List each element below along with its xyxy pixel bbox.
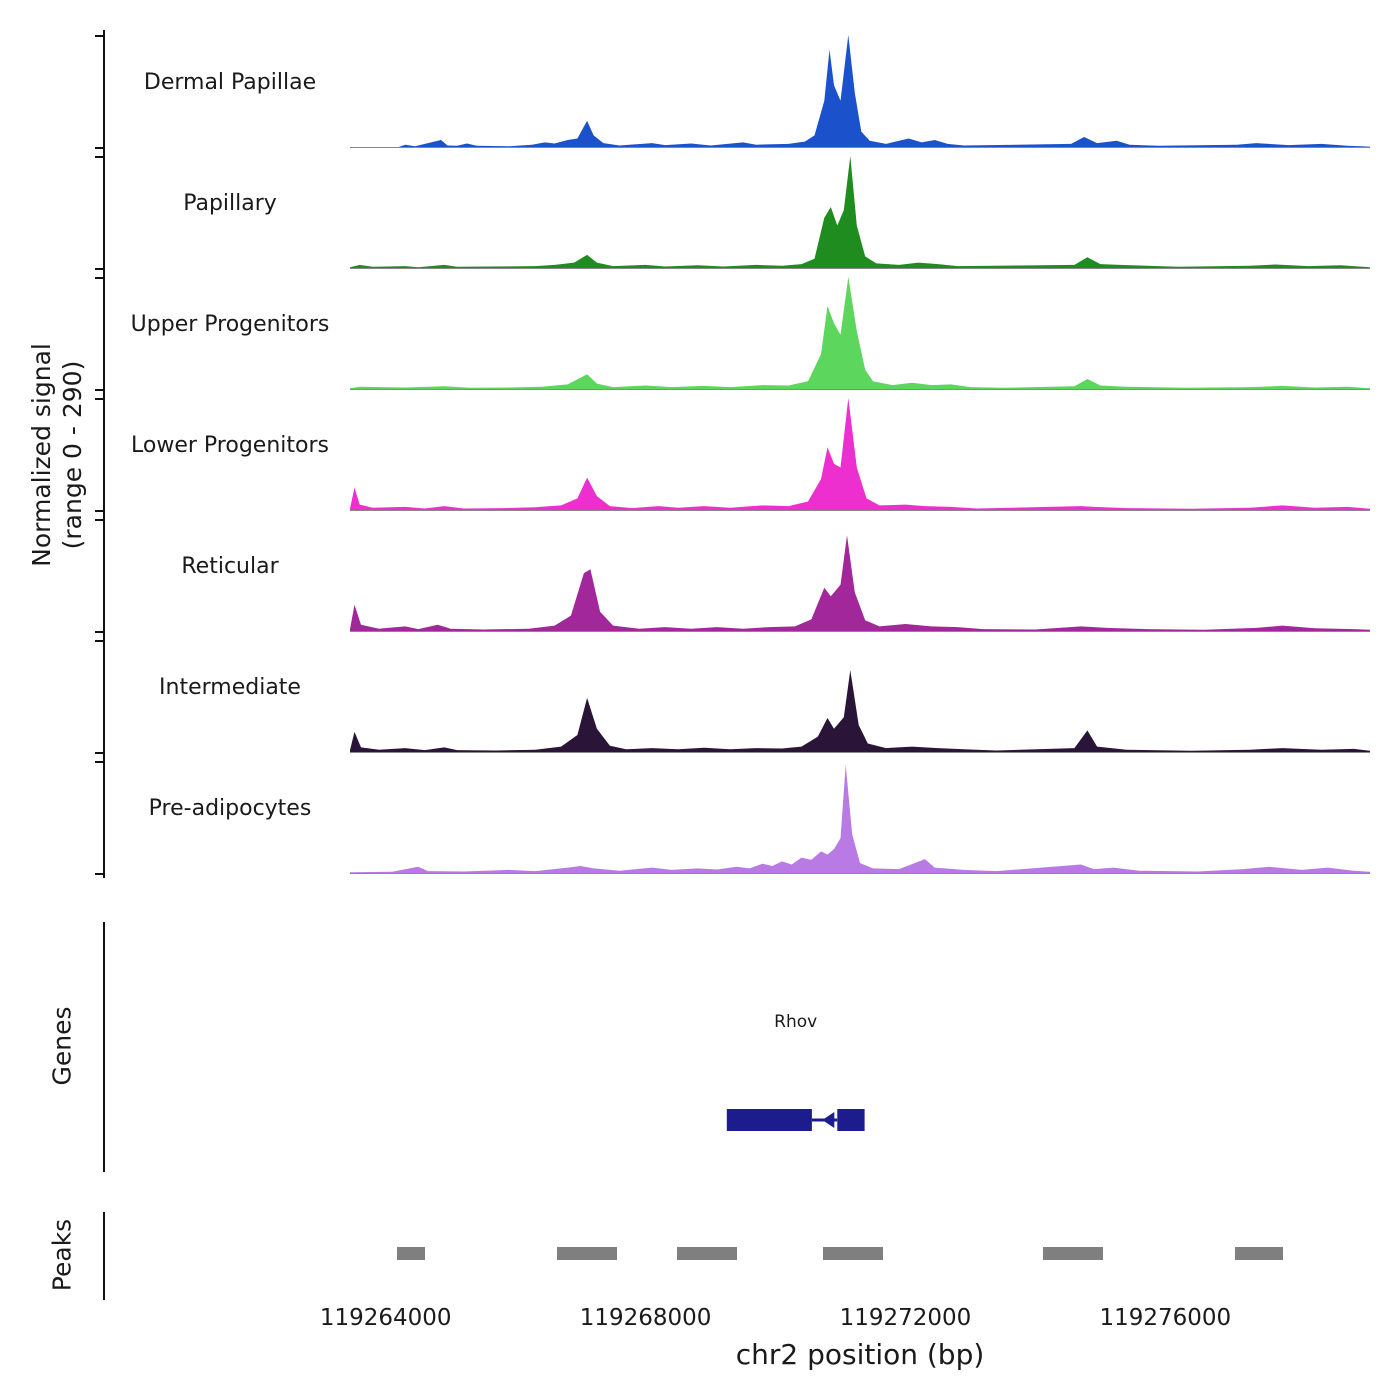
track-label: Pre-adipocytes bbox=[148, 796, 312, 821]
signal-y-axis-title-line2: (range 0 - 290) bbox=[58, 360, 87, 550]
signal-y-tick bbox=[95, 156, 103, 158]
track-label: Dermal Papillae bbox=[143, 70, 317, 95]
signal-y-tick bbox=[95, 519, 103, 521]
gene-exon bbox=[837, 1109, 865, 1131]
signal-y-axis-spine bbox=[103, 30, 105, 878]
signal-track-area bbox=[350, 535, 1370, 632]
signal-y-tick bbox=[95, 761, 103, 763]
signal-y-tick bbox=[95, 398, 103, 400]
signal-track-area bbox=[350, 35, 1370, 148]
signal-y-tick bbox=[95, 147, 103, 149]
peak-interval bbox=[676, 1247, 738, 1260]
signal-track-area bbox=[350, 764, 1370, 874]
signal-area bbox=[350, 35, 1370, 147]
signal-track-area bbox=[350, 398, 1370, 511]
peak-interval bbox=[823, 1247, 883, 1260]
genes-axis-spine bbox=[103, 922, 105, 1172]
x-tick-label: 119272000 bbox=[839, 1305, 972, 1331]
signal-y-tick bbox=[95, 510, 103, 512]
signal-area bbox=[350, 277, 1370, 389]
track-label: Papillary bbox=[183, 191, 277, 216]
signal-area bbox=[350, 398, 1370, 510]
signal-y-tick bbox=[95, 389, 103, 391]
signal-area bbox=[350, 156, 1370, 268]
signal-area bbox=[350, 764, 1370, 873]
peak-interval bbox=[1234, 1247, 1283, 1260]
x-axis-title: chr2 position (bp) bbox=[735, 1338, 985, 1371]
signal-y-tick bbox=[95, 277, 103, 279]
genes-section-label: Genes bbox=[47, 1006, 77, 1086]
signal-y-tick bbox=[95, 752, 103, 754]
track-label: Lower Progenitors bbox=[131, 433, 329, 458]
peaks-track bbox=[350, 1247, 1370, 1260]
signal-track-area bbox=[350, 156, 1370, 269]
signal-area bbox=[350, 670, 1370, 752]
peak-interval bbox=[557, 1247, 617, 1260]
peaks-axis-spine bbox=[103, 1212, 105, 1300]
gene-exon bbox=[726, 1109, 812, 1131]
signal-track-area bbox=[350, 277, 1370, 390]
signal-y-axis-title: Normalized signal (range 0 - 290) bbox=[26, 343, 89, 567]
peak-interval bbox=[396, 1247, 425, 1260]
signal-y-tick bbox=[95, 873, 103, 875]
signal-y-tick bbox=[95, 268, 103, 270]
x-tick-label: 119268000 bbox=[579, 1305, 712, 1331]
signal-area bbox=[350, 535, 1370, 631]
signal-y-tick bbox=[95, 631, 103, 633]
x-tick-label: 119276000 bbox=[1099, 1305, 1232, 1331]
signal-y-tick bbox=[95, 35, 103, 37]
gene-strand-arrow-icon bbox=[822, 1112, 835, 1128]
track-label: Reticular bbox=[181, 554, 279, 579]
x-tick-label: 119264000 bbox=[319, 1305, 452, 1331]
signal-y-axis-title-line1: Normalized signal bbox=[26, 343, 56, 567]
gene-name-label: Rhov bbox=[774, 1012, 818, 1032]
peaks-section-label: Peaks bbox=[47, 1218, 77, 1292]
signal-track-area bbox=[350, 670, 1370, 753]
track-label: Upper Progenitors bbox=[130, 312, 330, 337]
gene-model-glyph bbox=[726, 1109, 865, 1131]
track-label: Intermediate bbox=[159, 675, 301, 700]
peak-interval bbox=[1043, 1247, 1103, 1260]
signal-y-tick bbox=[95, 640, 103, 642]
